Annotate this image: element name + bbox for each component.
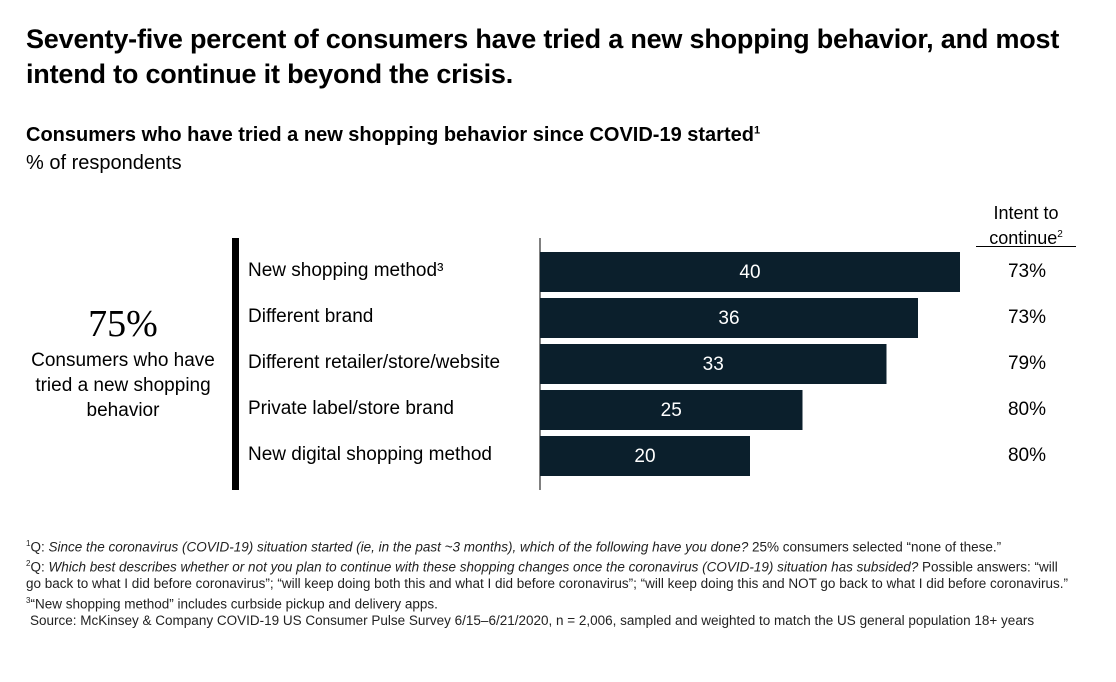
chart-subtitle-text: Consumers who have tried a new shopping …	[26, 124, 754, 146]
category-label-2: Different retailer/store/website	[248, 352, 500, 373]
footnote-2-prefix: Q:	[30, 559, 49, 575]
footnote-1: 1Q: Since the coronavirus (COVID-19) sit…	[26, 536, 1076, 556]
source-note: Source: McKinsey & Company COVID-19 US C…	[30, 612, 1035, 628]
summary-percent: 75%	[88, 303, 158, 345]
bar-value-label-2: 33	[703, 354, 724, 375]
intent-header-line2: continue2	[976, 224, 1076, 249]
footnote-1-mark: 1	[26, 539, 31, 548]
unit-label: % of respondents	[26, 152, 182, 174]
bar-0	[540, 252, 960, 292]
headline: Seventy-five percent of consumers have t…	[26, 24, 1060, 89]
footnote-2-rest: Possible answers: “will go back to what …	[26, 559, 1069, 592]
footnote-1-prefix: Q:	[30, 539, 49, 555]
bar-1	[540, 298, 918, 338]
intent-value-2: 79%	[1008, 353, 1046, 374]
intent-header-line2-text: continue	[989, 228, 1058, 248]
bar-2	[540, 344, 887, 384]
intent-header-rule	[976, 246, 1076, 247]
intent-header-footnote-mark: 2	[1057, 229, 1063, 240]
bar-value-label-3: 25	[661, 400, 682, 421]
bar-value-label-4: 20	[634, 446, 655, 467]
intent-value-3: 80%	[1008, 399, 1046, 420]
bar-value-label-1: 36	[718, 308, 739, 329]
summary-description: Consumers who have tried a new shopping …	[31, 350, 215, 421]
intent-header-line1: Intent to	[993, 203, 1059, 223]
footnote-3-mark: 3	[26, 595, 31, 605]
intent-value-0: 73%	[1008, 261, 1046, 282]
intent-to-continue-header: Intent to continue2	[976, 203, 1076, 249]
intent-value-1: 73%	[1008, 307, 1046, 328]
chart-subtitle: Consumers who have tried a new shopping …	[26, 124, 760, 147]
footnotes: 1Q: Since the coronavirus (COVID-19) sit…	[26, 536, 1076, 629]
bar-3	[540, 390, 803, 430]
category-label-4: New digital shopping method	[248, 444, 492, 465]
footnote-2-mark: 2	[26, 559, 31, 568]
bar-4	[540, 436, 750, 476]
footnote-1-question: Since the coronavirus (COVID-19) situati…	[48, 539, 749, 555]
category-bracket	[232, 238, 239, 490]
category-label-1: Different brand	[248, 306, 373, 327]
subtitle-footnote-mark: 1	[753, 124, 761, 137]
intent-value-4: 80%	[1008, 445, 1046, 466]
bar-value-label-0: 40	[739, 262, 760, 283]
footnote-1-rest: 25% consumers selected “none of these.”	[748, 539, 1002, 555]
footnote-3: 3“New shopping method” includes curbside…	[26, 593, 1076, 613]
footnote-2: 2Q: Which best describes whether or not …	[26, 556, 1076, 593]
category-label-0: New shopping method³	[248, 260, 443, 281]
category-label-3: Private label/store brand	[248, 398, 454, 419]
footnote-2-question: Which best describes whether or not you …	[48, 559, 919, 575]
footnote-3-text: “New shopping method” includes curbside …	[30, 596, 438, 611]
